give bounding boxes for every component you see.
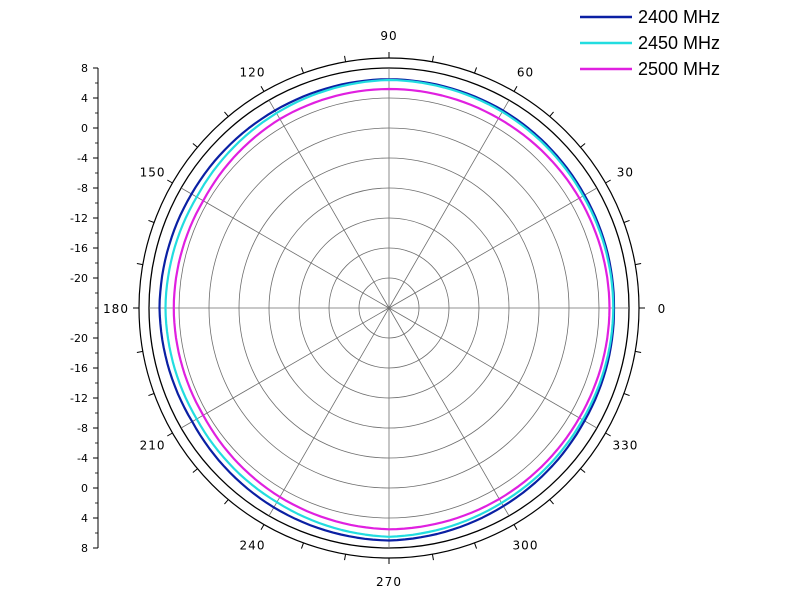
angle-tick xyxy=(474,542,478,549)
grid-spoke xyxy=(388,99,510,309)
radial-tick-label: 8 xyxy=(81,542,88,555)
angle-tick xyxy=(167,179,173,184)
radial-tick-label: -12 xyxy=(70,392,88,405)
angle-label: 90 xyxy=(380,29,397,43)
series-line-2500-mhz xyxy=(172,87,611,531)
angle-label: 180 xyxy=(103,302,129,316)
radial-tick-label: 0 xyxy=(81,122,88,135)
angle-label: 270 xyxy=(376,575,402,589)
angle-tick xyxy=(474,67,478,74)
angle-tick xyxy=(148,219,155,223)
angle-label: 30 xyxy=(617,166,634,180)
radial-tick-label: -20 xyxy=(70,272,88,285)
angle-label: 150 xyxy=(140,166,166,180)
angle-tick xyxy=(605,179,611,184)
angle-tick xyxy=(136,263,143,266)
angular-labels: 0 30 60 90 120 150 180 210 240 270 300 330 xyxy=(103,29,667,589)
grid-spoke xyxy=(388,187,598,309)
angle-tick xyxy=(260,86,265,92)
radial-tick-label: -4 xyxy=(77,452,88,465)
angle-tick xyxy=(344,554,347,561)
angle-label: 0 xyxy=(658,302,667,316)
angle-tick xyxy=(623,393,630,397)
series-line-2400-mhz xyxy=(158,78,616,542)
data-series xyxy=(158,78,616,542)
angle-tick xyxy=(623,219,630,223)
angle-tick xyxy=(300,542,304,549)
angle-tick xyxy=(344,55,347,62)
radial-tick-label: 4 xyxy=(81,92,88,105)
polar-grid xyxy=(133,52,645,564)
angle-label: 210 xyxy=(140,439,166,453)
angle-tick xyxy=(580,468,586,473)
legend-label: 2500 MHz xyxy=(638,59,720,79)
angle-tick xyxy=(635,350,642,353)
legend-label: 2450 MHz xyxy=(638,33,720,53)
angle-tick xyxy=(431,554,434,561)
angle-tick xyxy=(148,393,155,397)
grid-spoke xyxy=(388,307,510,517)
grid-spoke xyxy=(180,187,390,309)
radial-tick-label: -12 xyxy=(70,212,88,225)
radial-tick-label: -8 xyxy=(77,422,88,435)
series-line-2450-mhz xyxy=(164,78,615,538)
angle-tick xyxy=(300,67,304,74)
angle-tick xyxy=(167,432,173,437)
angle-label: 330 xyxy=(612,439,638,453)
grid-spoke xyxy=(180,307,390,429)
radial-tick-label: 8 xyxy=(81,62,88,75)
angle-tick xyxy=(549,499,554,505)
angle-tick xyxy=(431,55,434,62)
radial-tick-label: -16 xyxy=(70,242,88,255)
angle-label: 60 xyxy=(517,66,534,80)
radial-tick-label: -16 xyxy=(70,362,88,375)
angle-tick xyxy=(192,468,198,473)
angle-tick xyxy=(224,111,229,117)
radial-tick-label: 4 xyxy=(81,512,88,525)
angle-tick xyxy=(260,524,265,530)
legend-label: 2400 MHz xyxy=(638,7,720,27)
angle-tick xyxy=(635,263,642,266)
angle-tick xyxy=(549,111,554,117)
angle-tick xyxy=(580,143,586,148)
angle-label: 240 xyxy=(240,538,266,552)
angle-tick xyxy=(192,143,198,148)
angle-tick xyxy=(224,499,229,505)
angle-label: 120 xyxy=(240,66,266,80)
radial-tick-label: -20 xyxy=(70,332,88,345)
grid-spoke xyxy=(268,307,390,517)
angle-label: 300 xyxy=(513,538,539,552)
legend: 2400 MHz 2450 MHz 2500 MHz xyxy=(580,7,720,79)
radial-tick-label: 0 xyxy=(81,482,88,495)
grid-spoke xyxy=(388,307,598,429)
angle-tick xyxy=(513,86,518,92)
grid-spoke xyxy=(268,99,390,309)
angle-tick xyxy=(513,524,518,530)
radial-tick-label: -4 xyxy=(77,152,88,165)
radial-tick-label: -8 xyxy=(77,182,88,195)
angle-tick xyxy=(605,432,611,437)
radial-axis: 8 4 0 -4 -8 -12 -16 -20 -20 -16 -12 -8 -4 0 4 8 xyxy=(70,62,99,555)
angle-tick xyxy=(136,350,143,353)
